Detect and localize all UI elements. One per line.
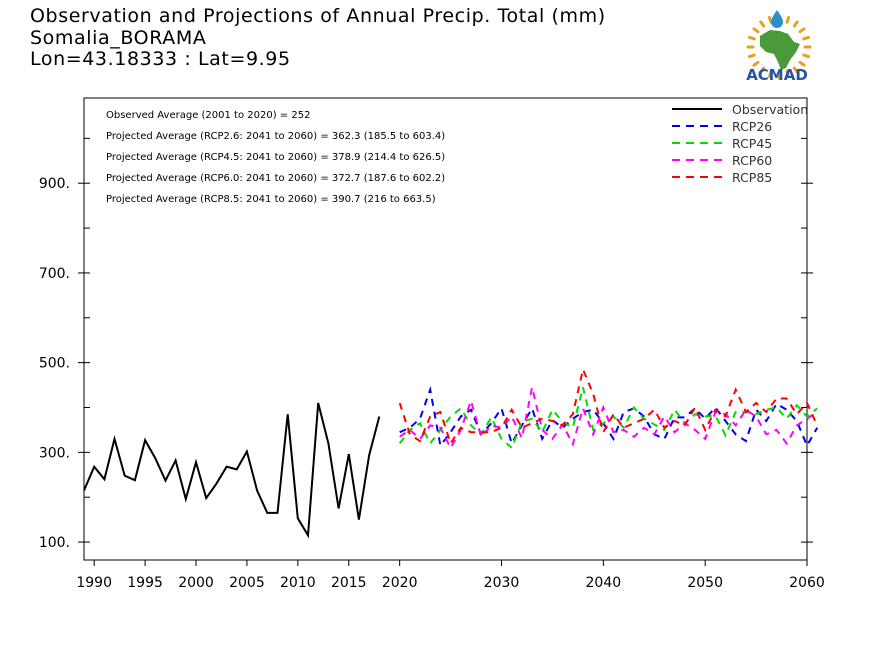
y-tick-label: 100. xyxy=(39,535,70,551)
y-tick-label: 700. xyxy=(39,266,70,282)
y-tick-label: 900. xyxy=(39,176,70,192)
statistics-annotations: Observed Average (2001 to 2020) = 252 Pro… xyxy=(106,110,445,205)
stat-line: Projected Average (RCP8.5: 2041 to 2060)… xyxy=(106,194,436,205)
logo-ray xyxy=(802,53,810,59)
legend-label: RCP45 xyxy=(732,136,772,151)
logo-ray xyxy=(792,20,799,28)
x-tick-label: 2040 xyxy=(586,575,622,591)
x-tick-label: 2000 xyxy=(178,575,214,591)
x-tick-label: 2015 xyxy=(331,575,367,591)
logo-ray xyxy=(798,60,806,67)
acmad-logo: ACMAD xyxy=(746,10,812,84)
logo-ray xyxy=(785,70,791,78)
logo-ray xyxy=(759,66,766,74)
legend-label: RCP26 xyxy=(732,119,772,134)
x-tick-label: 2060 xyxy=(789,575,825,591)
series-rcp26 xyxy=(399,385,819,449)
logo-ray xyxy=(759,20,766,28)
y-tick-label: 300. xyxy=(39,445,70,461)
logo-ray xyxy=(748,35,756,41)
logo-ray xyxy=(748,53,756,59)
y-tick-label: 500. xyxy=(39,356,70,372)
svg-text:ACMAD: ACMAD xyxy=(746,66,808,84)
legend: Observation RCP26 RCP45 RCP60 RCP85 xyxy=(672,102,808,185)
legend-label: Observation xyxy=(732,102,808,117)
chart-title-block: Observation and Projections of Annual Pr… xyxy=(30,5,606,71)
logo-ray xyxy=(767,70,773,78)
station-coordinates: Lon=43.18333 : Lat=9.95 xyxy=(30,48,291,70)
series-layer xyxy=(83,366,819,539)
series-rcp85 xyxy=(398,366,819,446)
logo-ray xyxy=(752,60,760,67)
logo-ray xyxy=(767,16,773,24)
logo-ray xyxy=(752,27,760,34)
x-tick-label: 2030 xyxy=(484,575,520,591)
x-tick-label: 1990 xyxy=(76,575,112,591)
x-axis: 1990 1995 2000 2005 2010 2015 2020 2030 2040 2050… xyxy=(76,560,825,591)
logo-ray xyxy=(802,35,810,41)
station-name: Somalia_BORAMA xyxy=(30,26,207,49)
y-axis: 100. 300. 500. 700. 900. xyxy=(39,137,813,551)
legend-label: RCP85 xyxy=(732,170,772,185)
series-rcp60 xyxy=(399,387,818,451)
stat-line: Observed Average (2001 to 2020) = 252 xyxy=(106,110,310,121)
stat-line: Projected Average (RCP4.5: 2041 to 2060)… xyxy=(106,152,445,163)
legend-label: RCP60 xyxy=(732,153,772,168)
x-tick-label: 1995 xyxy=(127,575,163,591)
stat-line: Projected Average (RCP2.6: 2041 to 2060)… xyxy=(106,131,445,142)
x-tick-label: 2050 xyxy=(687,575,723,591)
series-observation xyxy=(83,402,381,539)
chart-title: Observation and Projections of Annual Pr… xyxy=(30,5,606,27)
logo-ray xyxy=(785,16,791,24)
logo-ray xyxy=(798,27,806,34)
stat-line: Projected Average (RCP6.0: 2041 to 2060)… xyxy=(106,173,445,184)
logo-ray xyxy=(792,66,799,74)
plot-frame xyxy=(83,97,808,561)
series-rcp45 xyxy=(398,387,818,450)
x-tick-label: 2005 xyxy=(229,575,265,591)
x-tick-label: 2010 xyxy=(280,575,316,591)
x-tick-label: 2020 xyxy=(382,575,418,591)
